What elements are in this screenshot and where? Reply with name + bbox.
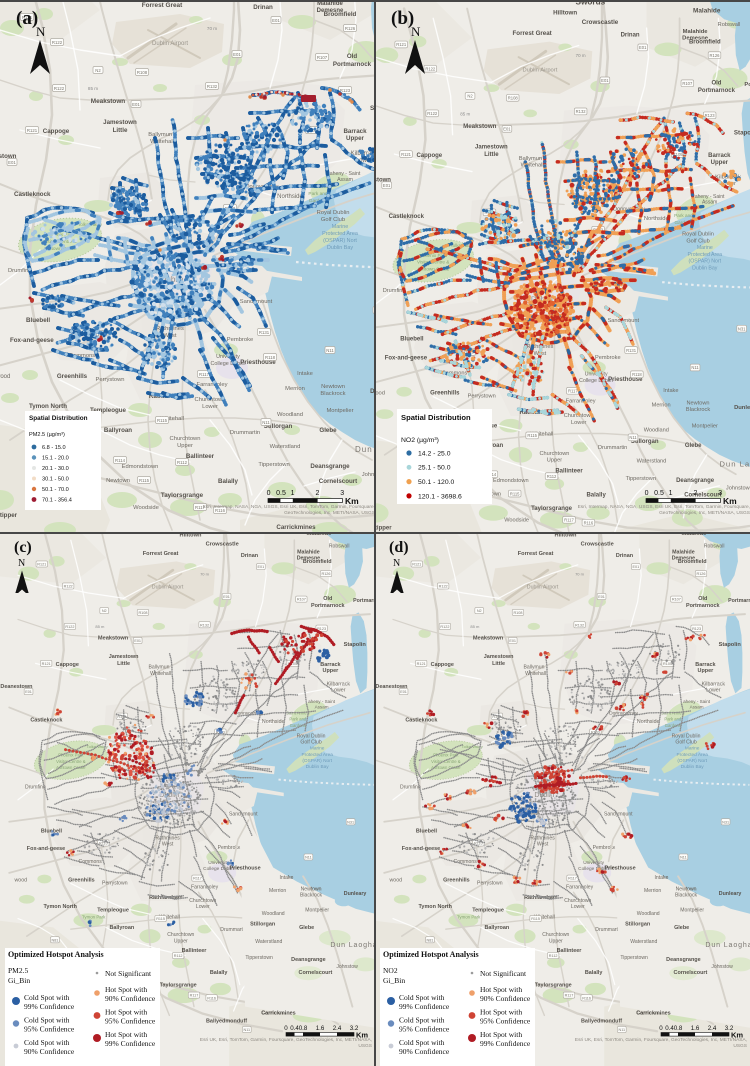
svg-text:99% Confidence: 99% Confidence xyxy=(399,1002,450,1011)
svg-text:25.1 - 50.0: 25.1 - 50.0 xyxy=(418,465,451,472)
svg-text:90% Confidence: 90% Confidence xyxy=(480,994,531,1003)
svg-text:Hot Spot with: Hot Spot with xyxy=(105,985,147,994)
svg-text:0: 0 xyxy=(284,1025,288,1032)
svg-text:0: 0 xyxy=(267,490,271,497)
svg-text:Cold Spot with: Cold Spot with xyxy=(399,1016,445,1025)
svg-text:99% Confidence: 99% Confidence xyxy=(480,1039,531,1048)
svg-text:15.1 - 20.0: 15.1 - 20.0 xyxy=(42,456,69,462)
svg-text:3: 3 xyxy=(718,490,722,497)
svg-text:Hot Spot with: Hot Spot with xyxy=(480,985,522,994)
svg-text:Cold Spot with: Cold Spot with xyxy=(399,993,445,1002)
svg-text:0.8: 0.8 xyxy=(674,1025,683,1032)
svg-text:90% Confidence: 90% Confidence xyxy=(24,1047,75,1056)
svg-text:95% Confidence: 95% Confidence xyxy=(480,1017,531,1026)
svg-text:Cold Spot with: Cold Spot with xyxy=(399,1038,445,1047)
svg-text:Not Significant: Not Significant xyxy=(480,969,527,978)
svg-text:Hot Spot with: Hot Spot with xyxy=(105,1008,147,1017)
svg-text:0.5: 0.5 xyxy=(276,490,286,497)
svg-text:50.1 - 70.0: 50.1 - 70.0 xyxy=(42,487,69,493)
svg-text:Hot Spot with: Hot Spot with xyxy=(480,1030,522,1039)
svg-text:Hot Spot with: Hot Spot with xyxy=(105,1030,147,1039)
svg-text:20.1 - 30.0: 20.1 - 30.0 xyxy=(42,466,69,472)
svg-text:30.1 - 50.0: 30.1 - 50.0 xyxy=(42,477,69,483)
svg-text:6.8 - 15.0: 6.8 - 15.0 xyxy=(42,445,66,451)
svg-text:Cold Spot with: Cold Spot with xyxy=(24,1038,70,1047)
svg-text:Hot Spot with: Hot Spot with xyxy=(480,1008,522,1017)
svg-text:2.4: 2.4 xyxy=(708,1025,717,1032)
svg-text:0: 0 xyxy=(659,1025,663,1032)
svg-text:95% Confidence: 95% Confidence xyxy=(24,1025,75,1034)
svg-text:99% Confidence: 99% Confidence xyxy=(105,1039,156,1048)
svg-text:2.4: 2.4 xyxy=(333,1025,342,1032)
svg-text:Not Significant: Not Significant xyxy=(105,969,152,978)
svg-text:0: 0 xyxy=(645,490,649,497)
svg-text:50.1 - 120.0: 50.1 - 120.0 xyxy=(418,479,454,486)
svg-text:1: 1 xyxy=(669,490,673,497)
svg-text:95% Confidence: 95% Confidence xyxy=(399,1025,450,1034)
svg-text:70.1 - 356.4: 70.1 - 356.4 xyxy=(42,498,72,504)
svg-text:90% Confidence: 90% Confidence xyxy=(105,994,156,1003)
svg-text:99% Confidence: 99% Confidence xyxy=(24,1002,75,1011)
svg-text:1.6: 1.6 xyxy=(316,1025,325,1032)
svg-text:Cold Spot with: Cold Spot with xyxy=(24,1016,70,1025)
svg-text:2: 2 xyxy=(693,490,697,497)
svg-text:0.8: 0.8 xyxy=(299,1025,308,1032)
svg-text:90% Confidence: 90% Confidence xyxy=(399,1047,450,1056)
svg-text:95% Confidence: 95% Confidence xyxy=(105,1017,156,1026)
svg-text:2: 2 xyxy=(315,490,319,497)
svg-text:Cold Spot with: Cold Spot with xyxy=(24,993,70,1002)
svg-text:3: 3 xyxy=(340,490,344,497)
svg-text:1: 1 xyxy=(291,490,295,497)
svg-text:0.5: 0.5 xyxy=(654,490,664,497)
svg-text:14.2 - 25.0: 14.2 - 25.0 xyxy=(418,450,451,457)
svg-text:1.6: 1.6 xyxy=(691,1025,700,1032)
svg-text:120.1 - 3698.6: 120.1 - 3698.6 xyxy=(418,493,462,500)
